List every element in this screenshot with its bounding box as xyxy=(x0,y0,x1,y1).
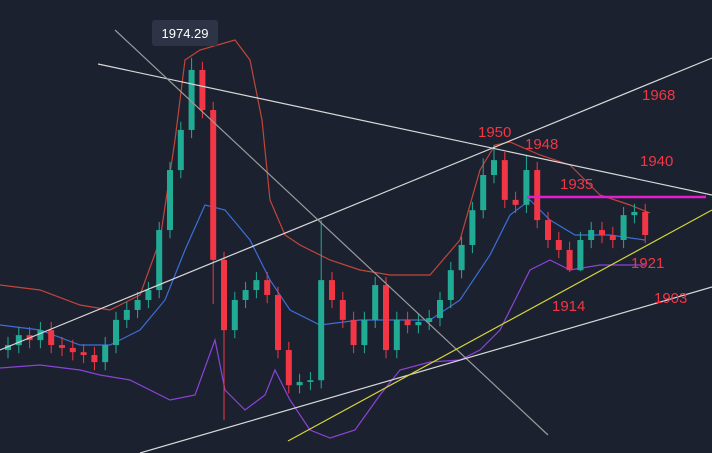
candle-body xyxy=(123,309,130,320)
candle-body xyxy=(221,259,227,331)
trend-line xyxy=(114,29,549,436)
candle-body xyxy=(210,110,217,260)
candle-body xyxy=(145,290,152,300)
candle-body xyxy=(566,249,573,271)
candle-body xyxy=(37,330,44,341)
candle-body xyxy=(59,345,65,348)
bands xyxy=(0,39,651,439)
tooltip-text: 1974.29 xyxy=(162,26,209,41)
candle-body xyxy=(458,244,465,271)
candle-body xyxy=(318,280,325,381)
lower-band xyxy=(0,259,645,439)
candle-body xyxy=(620,215,627,240)
candles xyxy=(5,57,649,420)
upper-band xyxy=(0,39,651,311)
candle-body xyxy=(555,239,562,250)
candle-body xyxy=(167,170,173,231)
middle-band xyxy=(0,199,646,346)
candle-body xyxy=(512,199,519,205)
candle-body xyxy=(15,335,22,346)
candle-body xyxy=(588,230,595,240)
trend-line xyxy=(97,63,712,196)
candle-body xyxy=(329,280,335,300)
trend-line xyxy=(139,286,712,453)
candle-body xyxy=(480,175,487,211)
tooltip-box xyxy=(152,20,218,46)
candle-body xyxy=(307,380,314,382)
candle-body xyxy=(5,345,11,351)
candle-body xyxy=(469,210,476,245)
candle-body xyxy=(599,230,605,236)
candle-body xyxy=(231,299,238,331)
candle-body xyxy=(404,319,411,326)
level-label: 1950 xyxy=(478,124,511,141)
level-label: 1914 xyxy=(552,298,585,315)
trend-line xyxy=(287,209,712,442)
candle-body xyxy=(285,350,292,386)
candle-body xyxy=(199,69,206,111)
candle-body xyxy=(545,220,551,240)
candle-body xyxy=(253,280,260,291)
trend-line xyxy=(0,57,712,351)
candle-body xyxy=(188,69,195,130)
candle-body xyxy=(631,211,638,216)
tooltip: 1974.29 xyxy=(152,20,218,46)
level-label: 1968 xyxy=(642,87,675,104)
candle-body xyxy=(275,295,281,351)
candle-body xyxy=(242,290,249,300)
candle-body xyxy=(91,355,98,363)
candle-body xyxy=(102,345,109,363)
candle-body xyxy=(264,280,271,296)
candle-body xyxy=(48,330,55,346)
annotations: 1968 1950 1948 1940 1935 1921 1914 1903 xyxy=(478,87,687,315)
candle-body xyxy=(361,319,368,346)
candle-body xyxy=(426,318,433,322)
level-label: 1921 xyxy=(631,255,664,272)
candle-body xyxy=(113,319,119,346)
candle-body xyxy=(177,129,184,171)
level-label: 1948 xyxy=(525,136,558,153)
trend-lines xyxy=(0,29,712,453)
candle-body xyxy=(491,160,497,176)
candle-body xyxy=(609,235,616,240)
level-label: 1940 xyxy=(640,153,673,170)
candle-body xyxy=(501,160,508,200)
candle-body xyxy=(447,270,454,300)
candle-body xyxy=(383,285,389,351)
candle-body xyxy=(339,299,346,320)
candle-body xyxy=(577,239,584,271)
candle-body xyxy=(134,299,141,310)
candle-body xyxy=(534,170,541,221)
candle-body xyxy=(296,381,303,386)
level-label: 1935 xyxy=(560,176,593,193)
candle-body xyxy=(372,285,379,320)
candle-body xyxy=(415,321,422,326)
candle-body xyxy=(80,352,87,356)
candle-body xyxy=(523,170,530,205)
candle-body xyxy=(156,230,163,291)
level-label: 1903 xyxy=(654,290,687,307)
candle-body xyxy=(350,319,357,346)
candle-body xyxy=(69,347,76,353)
candle-body xyxy=(437,299,443,319)
candle-body xyxy=(393,319,400,351)
candle-body xyxy=(642,211,649,236)
